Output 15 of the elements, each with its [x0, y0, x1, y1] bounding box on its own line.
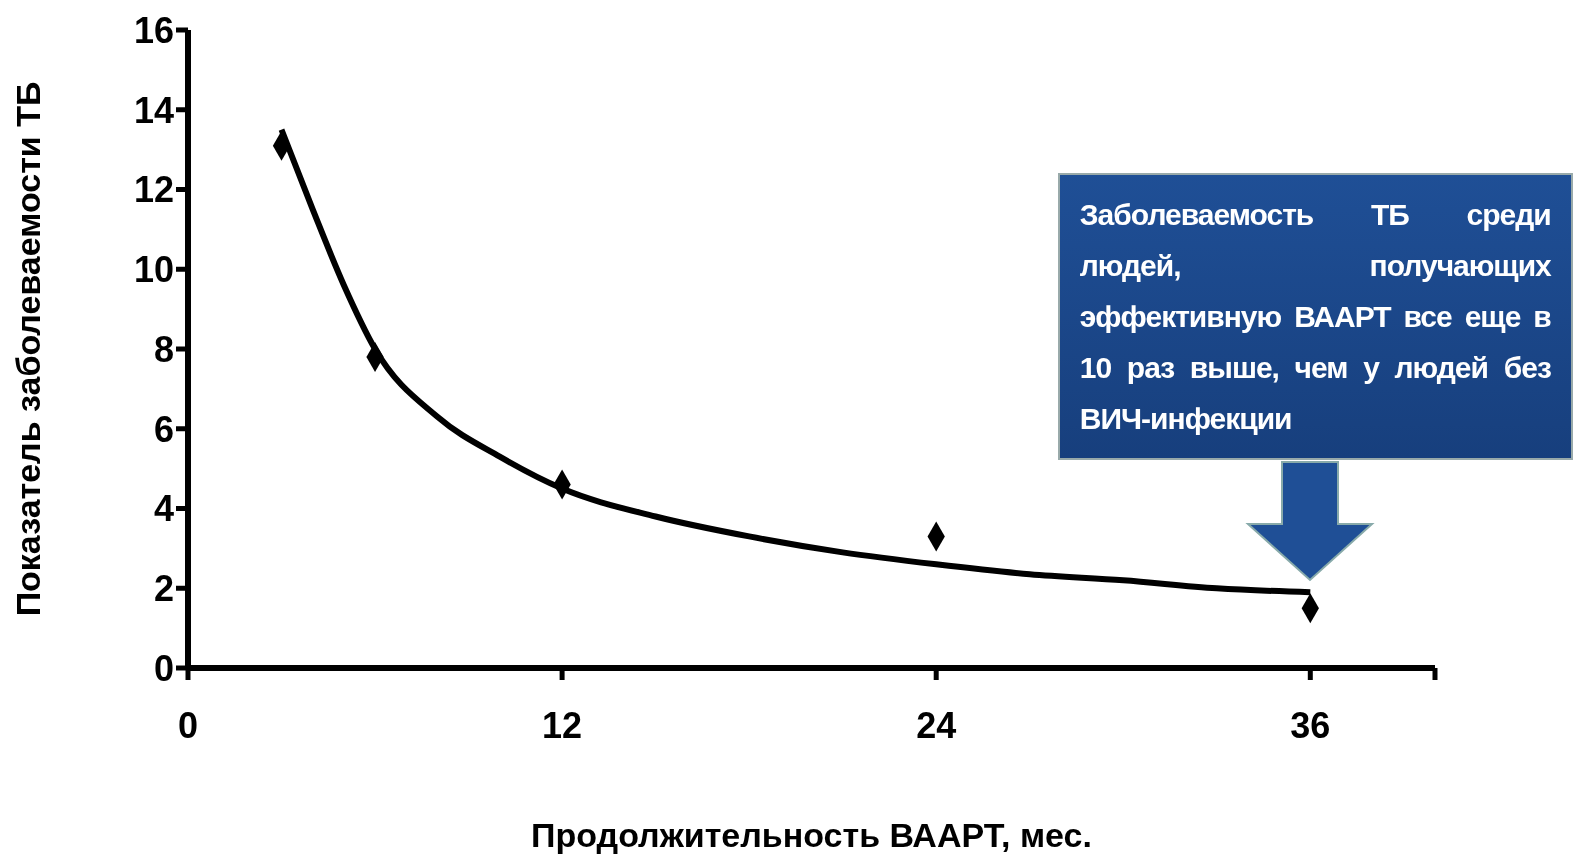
- x-tick-label: 24: [916, 704, 957, 746]
- x-tick-label: 36: [1290, 704, 1331, 746]
- y-tick-label: 8: [153, 328, 174, 370]
- y-tick-label: 2: [153, 568, 174, 610]
- y-tick-label: 6: [153, 408, 174, 450]
- x-tick-label: 12: [542, 704, 583, 746]
- y-tick-label: 10: [133, 249, 174, 291]
- x-axis-title: Продолжительность ВААРТ, мес.: [531, 816, 1092, 854]
- y-tick-label: 14: [133, 89, 174, 131]
- y-tick-label: 16: [133, 9, 174, 51]
- y-tick-label: 12: [133, 169, 174, 211]
- y-tick-label: 0: [153, 647, 174, 689]
- annotation: Заболеваемость ТБ среди людей, получающих эффективную ВААРТ все еще в 10 раз выше, чем у людей без ВИЧ-инфекции: [1057, 173, 1573, 461]
- y-tick-label: 4: [153, 488, 174, 530]
- y-axis-title: Показатель заболеваемости ТБ: [9, 81, 48, 617]
